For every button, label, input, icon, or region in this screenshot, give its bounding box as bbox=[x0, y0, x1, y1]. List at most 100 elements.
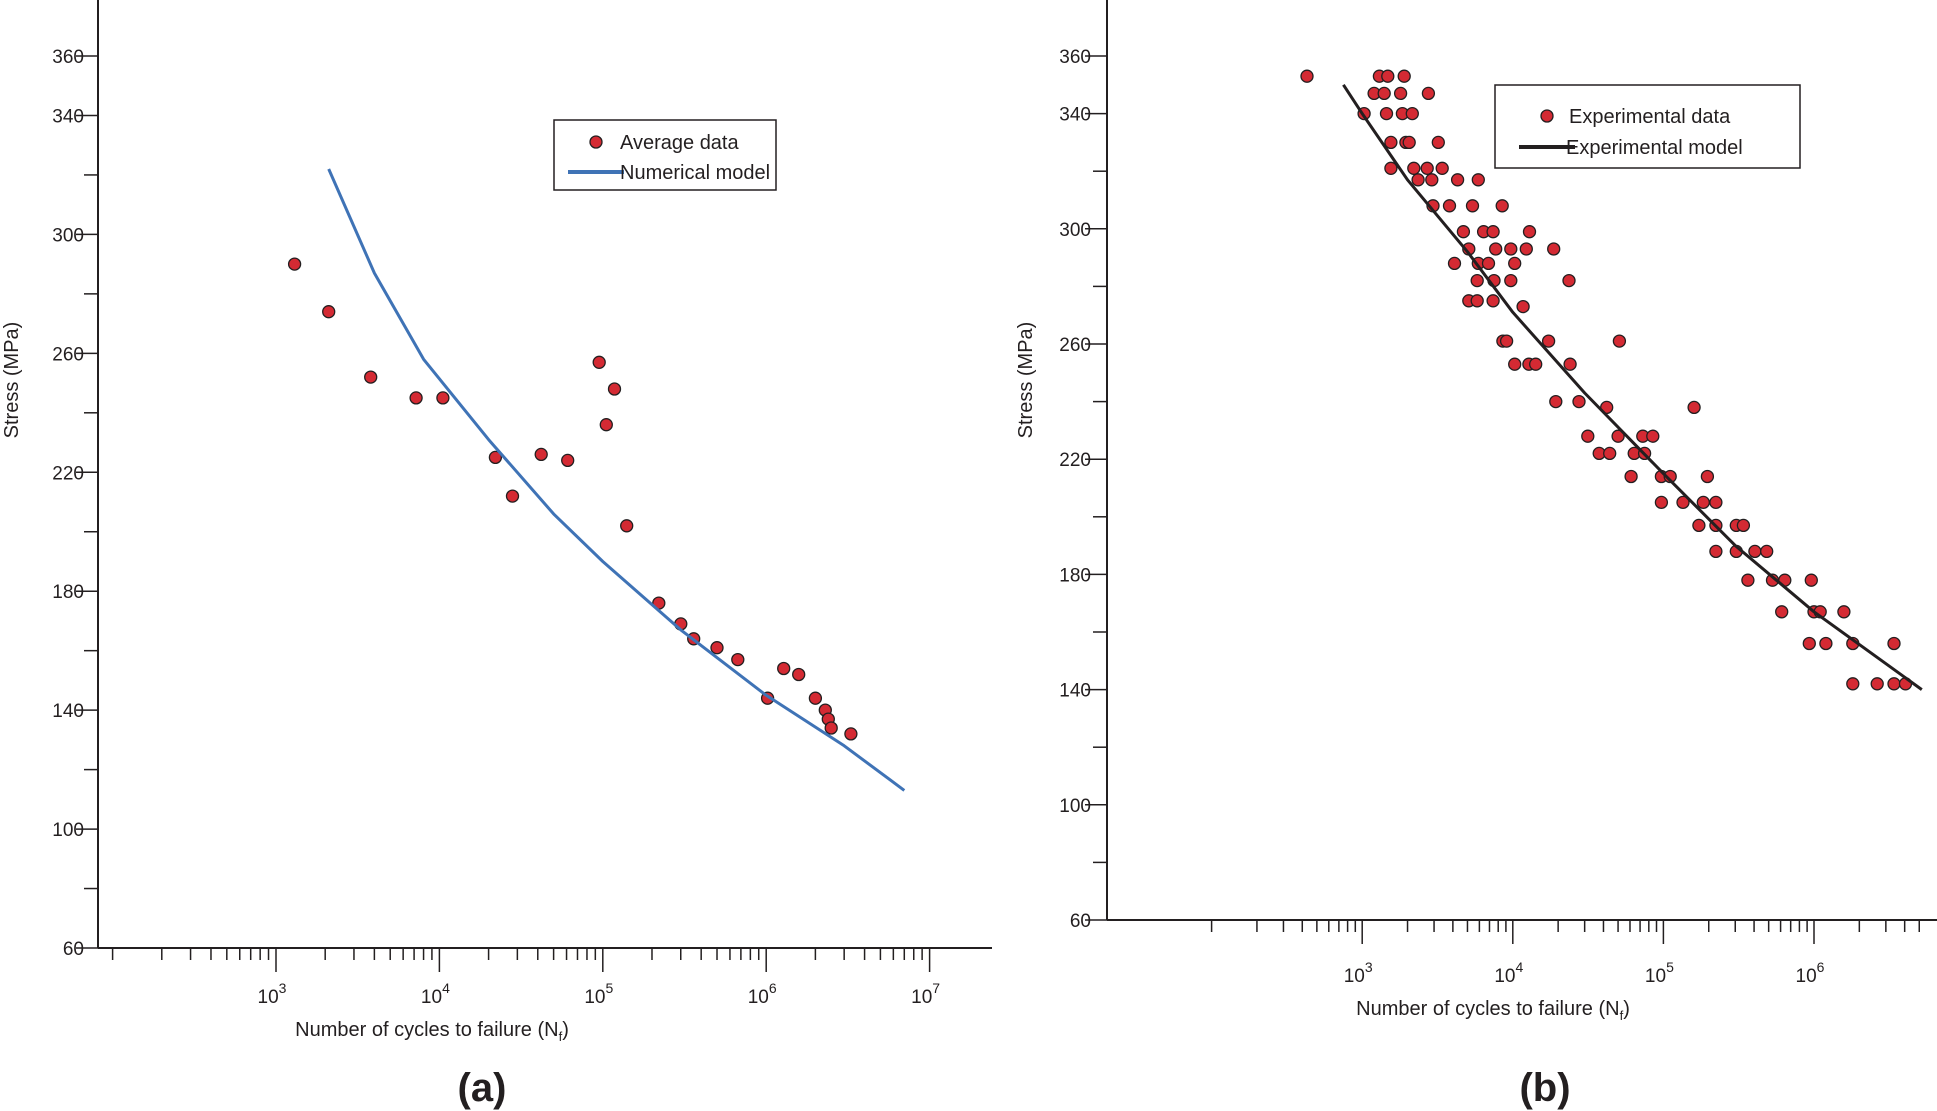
y-tick-label: 260 bbox=[52, 344, 84, 365]
panel-label: (a) bbox=[458, 1066, 507, 1110]
data-point bbox=[1435, 161, 1449, 175]
data-point bbox=[1499, 334, 1514, 348]
x-tick-label: 106 bbox=[1796, 959, 1825, 987]
data-point bbox=[1522, 225, 1537, 239]
data-point bbox=[1442, 199, 1457, 213]
legend: Experimental data Experimental model bbox=[1494, 84, 1801, 169]
x-tick-base: 10 bbox=[748, 987, 769, 1008]
x-tick-exponent: 5 bbox=[605, 980, 613, 996]
x-tick-exponent: 4 bbox=[1515, 959, 1523, 975]
data-point bbox=[1646, 429, 1660, 443]
y-axis-label: Stress (MPa) bbox=[1, 322, 23, 439]
legend-entry-label: Experimental model bbox=[1566, 137, 1743, 159]
data-point bbox=[1562, 273, 1576, 288]
y-tick-label: 300 bbox=[52, 225, 84, 246]
legend-box bbox=[1494, 84, 1801, 169]
data-point bbox=[1887, 677, 1901, 691]
data-point bbox=[1654, 495, 1669, 510]
data-point bbox=[620, 519, 634, 533]
x-axis-label-main: Number of cycles to failure (N bbox=[1356, 998, 1619, 1020]
data-point bbox=[1775, 605, 1789, 619]
data-point bbox=[1379, 106, 1394, 121]
x-tick-base: 10 bbox=[421, 987, 442, 1008]
data-point bbox=[1504, 273, 1518, 288]
data-point bbox=[1709, 544, 1723, 559]
x-tick-label: 107 bbox=[911, 980, 940, 1008]
y-tick-label: 100 bbox=[1059, 796, 1091, 817]
data-point bbox=[1425, 173, 1439, 187]
x-tick-base: 10 bbox=[1344, 966, 1365, 987]
data-point bbox=[1603, 446, 1617, 461]
x-axis-label: Number of cycles to failure (Nf) bbox=[295, 1019, 569, 1044]
data-point bbox=[1420, 161, 1434, 175]
data-point bbox=[409, 391, 423, 405]
x-tick-base: 10 bbox=[584, 987, 605, 1008]
data-point bbox=[1470, 294, 1484, 308]
y-tick-label: 340 bbox=[1059, 105, 1091, 126]
x-tick-label: 103 bbox=[1344, 959, 1373, 987]
y-axis-label: Stress (MPa) bbox=[1015, 322, 1037, 439]
x-tick-label: 105 bbox=[1645, 959, 1674, 987]
x-tick-label: 104 bbox=[1494, 959, 1523, 987]
x-axis-label-close: ) bbox=[562, 1019, 569, 1041]
x-axis-label-sub: f bbox=[559, 1029, 563, 1044]
data-point bbox=[505, 489, 520, 503]
x-axis-label-close: ) bbox=[1623, 998, 1630, 1020]
y-tick-label: 260 bbox=[1059, 335, 1091, 356]
data-point bbox=[1405, 106, 1419, 121]
data-point bbox=[1465, 199, 1480, 213]
data-point bbox=[322, 305, 336, 319]
data-point bbox=[1804, 573, 1818, 587]
data-point bbox=[1384, 135, 1398, 150]
data-point bbox=[1486, 294, 1500, 308]
data-point bbox=[1504, 242, 1518, 256]
x-tick-label: 104 bbox=[421, 980, 450, 1008]
data-point bbox=[1447, 256, 1462, 271]
data-point bbox=[1481, 256, 1496, 271]
x-tick-base: 10 bbox=[1494, 966, 1515, 987]
data-point bbox=[844, 727, 858, 741]
data-point bbox=[1581, 429, 1595, 443]
data-point bbox=[777, 661, 791, 676]
y-tick-label: 140 bbox=[52, 701, 84, 722]
legend-entry-label: Experimental data bbox=[1569, 106, 1731, 128]
data-point bbox=[1692, 518, 1706, 533]
x-tick-label: 103 bbox=[258, 980, 287, 1008]
x-axis-label-main: Number of cycles to failure (N bbox=[295, 1019, 558, 1041]
data-point bbox=[1846, 677, 1860, 691]
y-tick-label: 60 bbox=[63, 939, 84, 960]
data-point bbox=[1516, 299, 1530, 314]
legend-marker-symbol bbox=[1540, 109, 1554, 123]
data-point bbox=[607, 382, 622, 396]
legend-box bbox=[553, 119, 777, 191]
x-tick-exponent: 6 bbox=[769, 980, 777, 996]
data-point bbox=[1887, 636, 1901, 651]
data-point bbox=[1450, 173, 1465, 187]
data-point bbox=[824, 721, 838, 735]
y-tick-label: 220 bbox=[52, 463, 84, 484]
data-point bbox=[534, 447, 548, 462]
x-axis-label: Number of cycles to failure (Nf) bbox=[1356, 998, 1630, 1023]
data-point bbox=[1489, 242, 1503, 256]
data-point bbox=[1421, 86, 1436, 101]
data-point bbox=[1529, 357, 1543, 371]
legend: Average data Numerical model bbox=[553, 119, 777, 191]
x-tick-exponent: 7 bbox=[932, 980, 940, 996]
data-point bbox=[808, 691, 823, 705]
data-point bbox=[1741, 573, 1755, 587]
data-point bbox=[1612, 334, 1627, 348]
numerical-model-line bbox=[327, 168, 906, 792]
data-point bbox=[1700, 469, 1715, 484]
data-point bbox=[599, 418, 613, 432]
x-tick-base: 10 bbox=[258, 987, 279, 1008]
data-point bbox=[731, 652, 745, 667]
data-point bbox=[1870, 677, 1884, 691]
data-point bbox=[488, 450, 503, 465]
data-point bbox=[1471, 173, 1485, 187]
data-point bbox=[1563, 357, 1577, 371]
x-tick-base: 10 bbox=[911, 987, 932, 1008]
data-point bbox=[1687, 400, 1701, 415]
y-tick-label: 60 bbox=[1070, 911, 1091, 932]
